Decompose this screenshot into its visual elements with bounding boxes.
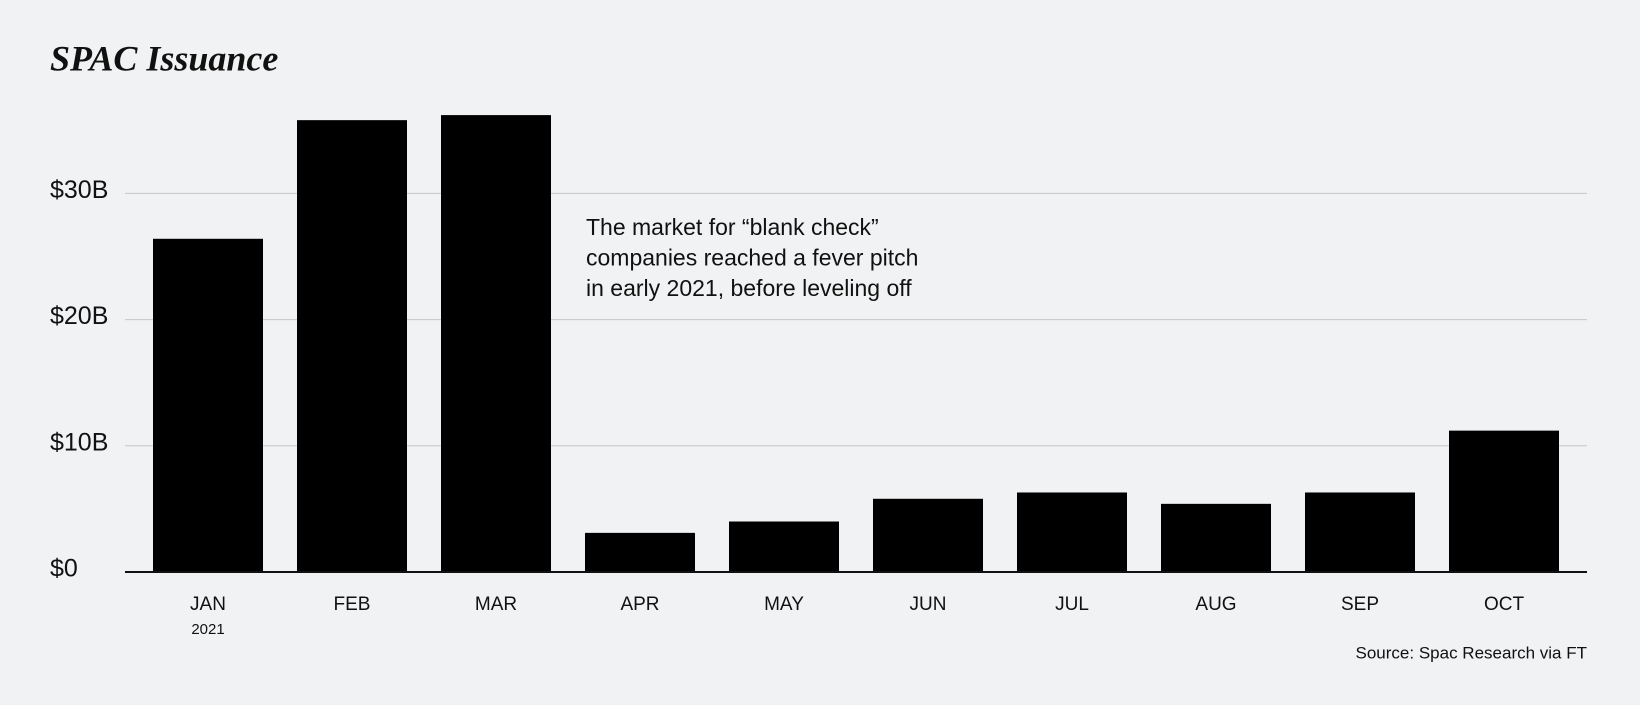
annotation-line: in early 2021, before leveling off xyxy=(586,275,912,301)
y-tick-label: $10B xyxy=(50,428,108,456)
bar xyxy=(585,532,695,572)
bar xyxy=(729,521,839,572)
source-note: Source: Spac Research via FT xyxy=(1356,643,1587,662)
x-tick-label: JUL xyxy=(1055,594,1089,615)
x-tick-label: SEP xyxy=(1341,594,1379,615)
annotation-line: The market for “blank check” xyxy=(586,214,879,240)
x-tick-label: FEB xyxy=(334,594,371,615)
chart-title: SPAC Issuance xyxy=(50,38,278,78)
x-tick-label: JUN xyxy=(910,594,947,615)
bar xyxy=(1161,503,1271,572)
bar xyxy=(441,115,551,573)
x-tick-label: JAN xyxy=(190,594,226,615)
bar xyxy=(1449,430,1559,572)
bar xyxy=(1017,492,1127,572)
bar xyxy=(1305,492,1415,572)
x-tick-label: MAR xyxy=(475,594,517,615)
x-tick-label: MAY xyxy=(764,594,804,615)
x-tick-label: OCT xyxy=(1484,594,1525,615)
annotation-line: companies reached a fever pitch xyxy=(586,245,918,271)
bar xyxy=(873,498,983,572)
y-tick-label: $20B xyxy=(50,302,108,330)
x-tick-label: APR xyxy=(620,594,659,615)
bar xyxy=(153,238,263,572)
bar xyxy=(297,120,407,573)
x-tick-sublabel: 2021 xyxy=(191,621,224,638)
y-tick-label: $30B xyxy=(50,176,108,204)
y-tick-label: $0 xyxy=(50,555,78,583)
x-tick-label: AUG xyxy=(1195,594,1236,615)
